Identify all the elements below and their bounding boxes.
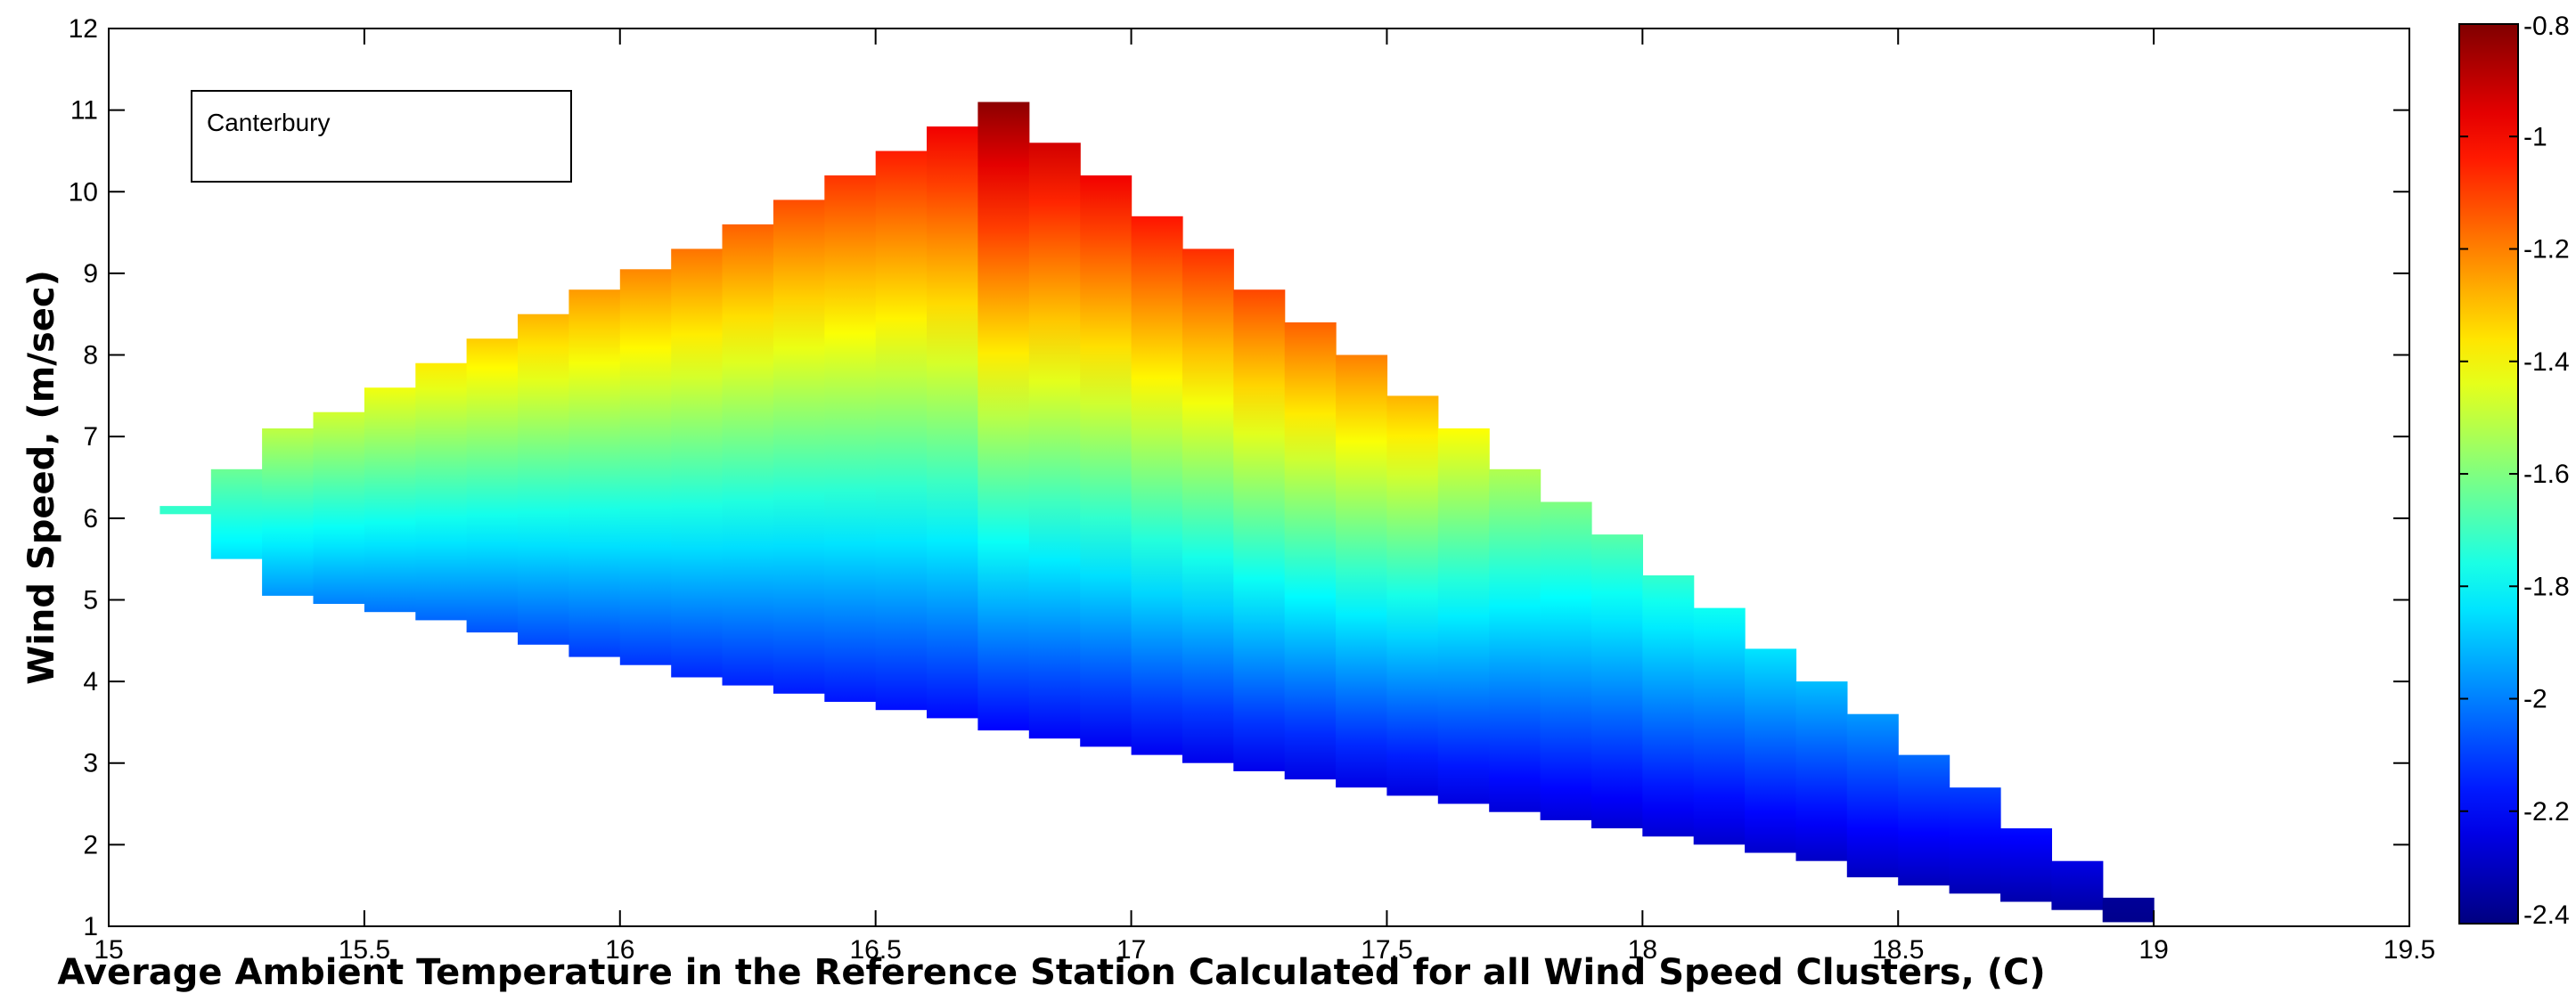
heatmap-column (1336, 354, 1388, 788)
y-tick-label: 12 (69, 14, 98, 44)
heatmap-column (1846, 713, 1899, 877)
colorbar-tick-label: -1 (2523, 122, 2547, 151)
heatmap-column (1745, 648, 1797, 853)
heatmap-column (2102, 897, 2155, 923)
heatmap-column (824, 175, 877, 702)
heatmap-column (927, 126, 978, 719)
heatmap-column (364, 387, 416, 613)
heatmap-column (313, 411, 365, 604)
heatmap-column (568, 289, 621, 657)
x-tick-label: 18 (1628, 935, 1657, 965)
heatmap-column (1642, 575, 1695, 837)
colorbar-tick-label: -2 (2523, 685, 2547, 714)
colorbar-tick-label: -2.4 (2523, 900, 2570, 930)
x-tick-label: 17 (1116, 935, 1146, 965)
legend-box: Canterbury (191, 90, 572, 183)
x-tick-label: 19.5 (2384, 935, 2435, 965)
heatmap-column (671, 248, 724, 678)
heatmap-column (1182, 248, 1234, 763)
colorbar-tick-label: -1.4 (2523, 347, 2570, 377)
heatmap-column (1233, 289, 1286, 771)
plot-area-frame (108, 28, 2410, 927)
y-axis-label: Wind Speed, (m/sec) (21, 270, 62, 685)
heatmap-column (773, 200, 825, 694)
y-tick-label: 8 (83, 341, 98, 371)
heatmap-column (466, 338, 519, 633)
heatmap-column (1028, 143, 1081, 739)
x-tick-label: 16.5 (849, 935, 901, 965)
heatmap-column (1949, 787, 2001, 894)
y-tick-label: 6 (83, 504, 98, 534)
y-tick-label: 1 (83, 912, 98, 941)
legend-box-frame (191, 90, 572, 183)
x-axis-ticks: 15 15.5 16 16.5 17 17.5 18 18.5 19 19.5 (94, 29, 2435, 965)
y-tick-label: 9 (83, 259, 98, 289)
x-tick-label: 15 (94, 935, 123, 965)
y-tick-label: 10 (69, 177, 98, 207)
heatmap-column (1284, 322, 1337, 780)
heatmap-column (210, 468, 263, 559)
colorbar-gradient (2458, 23, 2519, 925)
colorbar-tick-label: -1.6 (2523, 460, 2570, 489)
heatmap-column (1437, 428, 1490, 804)
x-tick-label: 19 (2138, 935, 2168, 965)
heatmap-column (1795, 681, 1848, 861)
heatmap-column (159, 506, 212, 515)
heatmap-column (1131, 216, 1183, 755)
colorbar: -0.8 -1 -1.2 -1.4 -1.6 -1.8 -2 -2.2 -2.4 (2458, 12, 2570, 930)
colorbar-tick-label: -1.8 (2523, 572, 2570, 601)
y-tick-label: 11 (70, 96, 98, 126)
heatmap-column (2051, 860, 2104, 910)
heatmap-column (1489, 468, 1542, 812)
heatmap-column (1080, 175, 1133, 747)
heatmap-column (262, 428, 315, 596)
heatmap-column (415, 363, 468, 621)
x-axis-label: Average Ambient Temperature in the Refer… (57, 952, 2045, 993)
heatmap-column (1386, 395, 1439, 796)
y-tick-label: 3 (83, 749, 98, 778)
colorbar-tick-label: -1.2 (2523, 235, 2570, 265)
heatmap-cells (159, 102, 2155, 923)
x-tick-label: 17.5 (1361, 935, 1412, 965)
y-tick-label: 2 (83, 830, 98, 859)
heatmap-column (977, 102, 1030, 731)
x-tick-label: 16 (605, 935, 634, 965)
y-tick-label: 7 (83, 422, 98, 452)
heatmap-column (1898, 754, 1950, 886)
colorbar-ticks: -0.8 -1 -1.2 -1.4 -1.6 -1.8 -2 -2.2 -2.4 (2459, 12, 2570, 930)
heatmap-column (722, 224, 774, 686)
colorbar-tick-label: -2.2 (2523, 797, 2570, 827)
x-tick-label: 18.5 (1872, 935, 1924, 965)
heatmap-column (2000, 828, 2052, 902)
heatmap-column (1591, 534, 1643, 828)
y-tick-label: 4 (83, 667, 98, 697)
heatmap-column (1540, 501, 1592, 820)
heatmap-column (518, 314, 569, 645)
y-tick-label: 5 (83, 585, 98, 615)
heatmap-column (875, 151, 928, 711)
x-tick-label: 15.5 (339, 935, 390, 965)
heatmap-column (1693, 607, 1746, 845)
legend-box-text: Canterbury (207, 109, 331, 136)
heatmap-column (619, 269, 672, 665)
colorbar-tick-label: -0.8 (2523, 12, 2570, 41)
